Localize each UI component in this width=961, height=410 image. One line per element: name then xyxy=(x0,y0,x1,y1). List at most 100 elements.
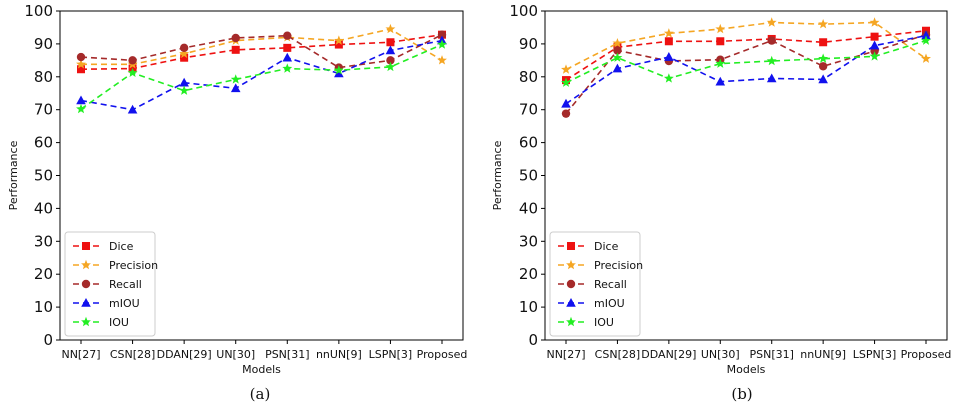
series-line-recall xyxy=(80,33,443,69)
data-point-iou xyxy=(715,58,726,68)
y-tick-label: 0 xyxy=(43,331,53,349)
data-point-miou xyxy=(127,104,138,114)
data-point-miou xyxy=(282,52,293,62)
series-iou xyxy=(561,35,931,87)
data-point-precision xyxy=(818,18,829,29)
legend-label: Dice xyxy=(594,240,619,253)
y-tick-label: 10 xyxy=(34,298,53,316)
x-tick-label: UN[30] xyxy=(216,348,255,361)
data-point-miou xyxy=(179,77,189,87)
data-point-precision xyxy=(612,38,623,48)
y-tick-label: 20 xyxy=(519,265,538,283)
data-point-iou xyxy=(230,74,241,84)
x-tick-label: PSN[31] xyxy=(749,348,793,361)
data-point-precision xyxy=(715,23,726,34)
data-point-iou xyxy=(869,51,880,61)
data-point-iou xyxy=(385,61,396,72)
series-line-iou xyxy=(80,43,443,110)
legend-label: Dice xyxy=(109,240,134,253)
figure-caption: (b) xyxy=(731,385,752,403)
legend-item-precision: Precision xyxy=(73,259,158,272)
data-point-miou xyxy=(766,73,777,83)
data-point-miou xyxy=(715,76,726,86)
data-point-iou xyxy=(179,85,190,95)
y-tick-label: 100 xyxy=(24,2,53,20)
data-point-miou xyxy=(561,98,571,108)
x-axis-label: Models xyxy=(242,363,281,376)
y-tick-label: 90 xyxy=(34,35,53,53)
y-tick-label: 70 xyxy=(519,101,538,119)
data-point-miou xyxy=(921,30,931,40)
legend-label: mIOU xyxy=(594,297,625,310)
y-tick-label: 50 xyxy=(34,167,53,185)
data-point-recall xyxy=(386,56,395,65)
data-point-miou xyxy=(230,83,241,93)
legend-label: mIOU xyxy=(109,297,140,310)
data-point-precision xyxy=(437,55,447,65)
data-point-precision xyxy=(869,17,880,27)
legend-marker xyxy=(82,242,90,250)
data-point-dice xyxy=(664,37,673,46)
data-point-recall xyxy=(561,109,571,118)
y-tick-label: 80 xyxy=(34,68,53,86)
legend-label: IOU xyxy=(594,316,614,329)
data-point-iou xyxy=(663,73,674,83)
y-tick-label: 90 xyxy=(519,35,538,53)
legend-item-iou: IOU xyxy=(558,316,614,329)
legend-label: Recall xyxy=(109,278,142,291)
y-tick-label: 50 xyxy=(519,167,538,185)
legend-item-miou: mIOU xyxy=(558,297,625,310)
legend-box xyxy=(64,231,156,337)
data-point-dice xyxy=(819,38,828,47)
data-point-precision xyxy=(663,28,674,38)
data-point-miou xyxy=(334,68,344,78)
y-axis-label: Performance xyxy=(7,140,20,210)
data-point-iou xyxy=(766,55,777,66)
legend-marker xyxy=(566,316,576,327)
legend-label: IOU xyxy=(109,316,129,329)
legend-item-precision: Precision xyxy=(558,259,643,272)
series-line-recall xyxy=(565,33,927,115)
y-tick-label: 100 xyxy=(509,2,538,20)
x-tick-label: PSN[31] xyxy=(265,348,309,361)
data-point-iou xyxy=(127,67,138,78)
data-point-recall xyxy=(437,30,447,39)
data-point-dice xyxy=(716,37,725,46)
legend-marker xyxy=(566,259,576,270)
x-tick-label: CSN[28] xyxy=(110,348,155,361)
data-point-iou xyxy=(333,65,344,75)
data-point-dice xyxy=(334,40,343,49)
chart-panel-1: 0 10 20 30 40 50 60 70 80 90 100 NN[27] CSN[28] DDAN[… xyxy=(491,2,951,403)
data-point-iou xyxy=(76,103,86,114)
x-tick-label: NN[27] xyxy=(546,348,585,361)
series-miou xyxy=(76,35,447,114)
legend-item-iou: IOU xyxy=(73,316,129,329)
legend-label: Precision xyxy=(594,259,643,272)
series-line-precision xyxy=(81,28,443,66)
data-point-iou xyxy=(437,39,447,49)
legend-label: Precision xyxy=(109,259,158,272)
data-point-recall xyxy=(128,56,137,65)
legend-marker xyxy=(81,259,91,270)
data-point-recall xyxy=(767,36,776,45)
series-line-iou xyxy=(565,39,927,84)
x-tick-label: nnUN[9] xyxy=(316,348,362,361)
y-tick-label: 30 xyxy=(519,232,538,250)
series-line-miou xyxy=(565,34,927,105)
data-point-precision xyxy=(76,59,86,69)
series-miou xyxy=(561,30,931,108)
x-tick-label: Proposed xyxy=(901,348,952,361)
y-tick-label: 60 xyxy=(34,134,53,152)
data-point-iou xyxy=(612,52,623,62)
data-point-iou xyxy=(561,77,571,87)
series-line-miou xyxy=(80,39,443,111)
x-tick-label: nnUN[9] xyxy=(800,348,846,361)
data-point-recall xyxy=(283,31,292,40)
data-point-iou xyxy=(818,53,829,63)
legend-label: Recall xyxy=(594,278,627,291)
data-point-iou xyxy=(282,63,293,73)
data-point-miou xyxy=(385,45,396,55)
legend-marker xyxy=(566,298,576,307)
data-point-dice xyxy=(283,43,292,52)
legend-marker xyxy=(567,242,575,250)
